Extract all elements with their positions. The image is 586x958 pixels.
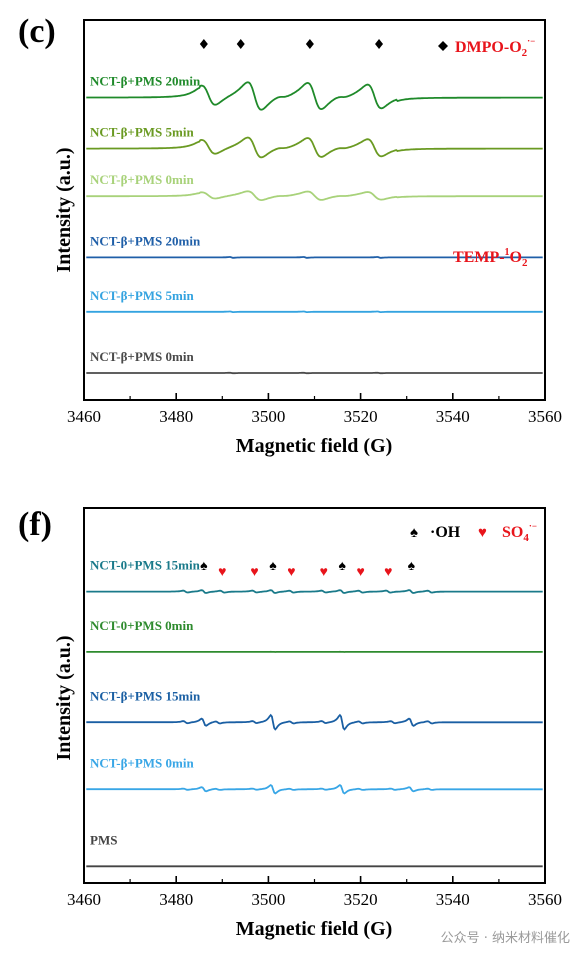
panel-f-peak-markers: ♠ ♥ ♥ ♠ ♥ ♥ ♠ ♥ ♥ ♠	[200, 559, 415, 580]
x-tick-label-5: 3540	[436, 407, 470, 426]
panel-f-label: (f)	[18, 506, 52, 543]
x-tick-label-6: 3560	[528, 890, 562, 909]
diamond-marker-2	[236, 39, 245, 49]
panel-f-y-axis-label: Intensity (a.u.)	[53, 635, 75, 760]
x-tick-label-3: 3500	[251, 407, 285, 426]
x-tick-label-2: 3480	[159, 890, 193, 909]
series-line-2	[86, 136, 543, 159]
panel-f: (f) NCT-0+PMS 15min NCT-0+PMS 0min NCT-β+P…	[18, 506, 562, 940]
series-label-5: PMS	[90, 832, 117, 847]
spade-marker-4: ♠	[269, 559, 277, 574]
panel-f-x-axis-label: Magnetic field (G)	[236, 918, 393, 940]
legend-oh-label: ·OH	[430, 524, 461, 541]
heart-marker-9: ♥	[384, 565, 392, 580]
x-tick-label-6: 3560	[528, 407, 562, 426]
spade-marker-7: ♠	[338, 559, 346, 574]
panel-c-series-group: NCT-β+PMS 20min NCT-β+PMS 5min NCT-β+PMS 0…	[86, 74, 543, 375]
series-line-1	[86, 589, 543, 594]
panel-c-y-axis-label: Intensity (a.u.)	[53, 147, 75, 272]
panel-f-series-group: NCT-0+PMS 15min NCT-0+PMS 0min NCT-β+PMS 1…	[86, 558, 543, 868]
x-tick-label-1: 3460	[67, 890, 101, 909]
panel-c-peak-markers	[199, 39, 384, 49]
panel-c-x-ticks: 3460 3480 3500 3520 3540 3560	[67, 393, 562, 426]
panel-c-x-axis-label: Magnetic field (G)	[236, 435, 393, 457]
series-label-3: NCT-β+PMS 15min	[90, 688, 201, 703]
series-label-2: NCT-β+PMS 5min	[90, 125, 194, 140]
series-line-4	[86, 784, 543, 795]
series-line-3	[86, 190, 543, 202]
legend-dmpo-label: DMPO-O2·−	[455, 36, 535, 59]
diamond-marker-3	[305, 39, 314, 49]
series-line-3	[86, 713, 543, 731]
series-label-5: NCT-β+PMS 5min	[90, 288, 194, 303]
series-label-1: NCT-β+PMS 20min	[90, 74, 201, 89]
spade-marker-10: ♠	[408, 559, 416, 574]
legend-diamond-icon	[438, 41, 448, 51]
heart-marker-5: ♥	[287, 565, 295, 580]
panel-f-legend: ♠ ·OH ♥ SO4·−	[410, 521, 537, 544]
x-tick-label-5: 3540	[436, 890, 470, 909]
heart-marker-8: ♥	[356, 565, 364, 580]
svg-text:TEMP-1O2: TEMP-1O2	[453, 247, 528, 269]
diamond-marker-4	[375, 39, 384, 49]
legend-heart-icon: ♥	[478, 525, 487, 541]
series-label-4: NCT-β+PMS 20min	[90, 233, 201, 248]
series-label-1: NCT-0+PMS 15min	[90, 558, 201, 573]
x-tick-label-2: 3480	[159, 407, 193, 426]
heart-marker-3: ♥	[250, 565, 258, 580]
legend-spade-icon: ♠	[410, 525, 418, 541]
series-label-6: NCT-β+PMS 0min	[90, 349, 194, 364]
series-line-4	[86, 256, 543, 259]
series-label-4: NCT-β+PMS 0min	[90, 755, 194, 770]
panel-c-label: (c)	[18, 13, 56, 50]
panel-c-temp-annotation: TEMP-1O2	[453, 247, 528, 269]
x-tick-label-3: 3500	[251, 890, 285, 909]
series-label-3: NCT-β+PMS 0min	[90, 172, 194, 187]
diamond-marker-1	[199, 39, 208, 49]
heart-marker-2: ♥	[218, 565, 226, 580]
panel-c-legend: DMPO-O2·−	[438, 36, 535, 59]
legend-so4-label: SO4·−	[502, 521, 537, 544]
x-tick-label-1: 3460	[67, 407, 101, 426]
x-tick-label-4: 3520	[344, 407, 378, 426]
heart-marker-6: ♥	[320, 565, 328, 580]
series-line-1	[86, 81, 543, 111]
series-line-5	[86, 310, 543, 313]
panel-f-x-ticks: 3460 3480 3500 3520 3540 3560	[67, 876, 562, 909]
x-tick-label-4: 3520	[344, 890, 378, 909]
spade-marker-1: ♠	[200, 559, 208, 574]
series-label-2: NCT-0+PMS 0min	[90, 618, 194, 633]
watermark-text: 公众号 · 纳米材料催化	[440, 931, 570, 946]
